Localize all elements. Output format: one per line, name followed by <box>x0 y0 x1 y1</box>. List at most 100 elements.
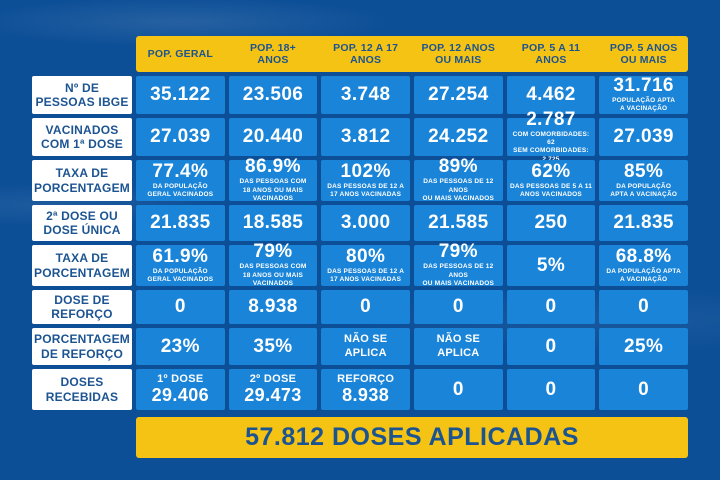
table-cell: 79% DAS PESSOAS COM 18 ANOS OU MAIS VACIN… <box>228 241 318 288</box>
cell-value: 21.835 <box>150 212 211 234</box>
cell-value: 3.748 <box>340 84 391 106</box>
cell-note: DAS PESSOAS DE 12 ANOS OU MAIS VACINADOS <box>422 263 495 288</box>
cell-value: 77.4% <box>152 160 209 182</box>
cell-value: 4.462 <box>526 84 576 106</box>
column-header: POP. 18+ ANOS <box>249 41 297 66</box>
cell-value: 35% <box>253 335 293 357</box>
cell-note: DAS PESSOAS COM 18 ANOS OU MAIS VACINADO… <box>239 178 307 203</box>
table-cell: 0 <box>599 290 688 324</box>
table-cell: 27.039 <box>599 118 688 156</box>
table-cell: 3.812 <box>321 118 410 156</box>
table-cell: 0 <box>413 290 503 324</box>
column-header: POP. 5 ANOS OU MAIS <box>609 41 678 66</box>
row-label: TAXA DE PORCENTAGEM <box>32 245 132 286</box>
table-cell: 89% DAS PESSOAS DE 12 ANOS OU MAIS VACINA… <box>413 157 503 203</box>
table-cell: 0 <box>506 290 596 324</box>
cell-note: DAS PESSOAS COM 18 ANOS OU MAIS VACINADO… <box>239 263 307 288</box>
table-cell: 0 <box>136 290 225 324</box>
cell-value: 5% <box>536 254 566 276</box>
cell-value: 250 <box>534 212 568 234</box>
table-cell: 27.039 <box>136 118 225 156</box>
table-cell: 85% DA POPULAÇÃO APTA A VACINAÇÃO <box>599 160 688 201</box>
table-cell: 31.716 POPULAÇÃO APTA A VACINAÇÃO <box>599 76 688 114</box>
table-cell: 79% DAS PESSOAS DE 12 ANOS OU MAIS VACINA… <box>413 241 503 288</box>
table-cell: 86.9% DAS PESSOAS COM 18 ANOS OU MAIS VAC… <box>228 157 318 203</box>
cell-note: DA POPULAÇÃO APTA A VACINAÇÃO <box>606 267 681 283</box>
row-label: Nº DE PESSOAS IBGE <box>32 76 132 114</box>
table-cell: 62% DAS PESSOAS DE 5 A 11 ANOS VACINADOS <box>506 160 596 201</box>
cell-note: DA POPULAÇÃO APTA A VACINAÇÃO <box>610 182 678 198</box>
cell-value: 0 <box>545 378 557 400</box>
cell-value: 79% <box>438 241 478 263</box>
row-label: PORCENTAGEM DE REFORÇO <box>32 328 132 365</box>
table-cell: 3.000 <box>321 205 410 241</box>
cell-top-label: REFORÇO <box>337 373 395 386</box>
column-header: POP. GERAL <box>147 47 214 60</box>
table-cell: 0 <box>506 369 596 410</box>
cell-value: 23.506 <box>242 84 304 106</box>
table-cell: 35% <box>228 328 318 365</box>
cell-value: 27.254 <box>428 84 489 106</box>
cell-value: 0 <box>452 378 464 400</box>
table-cell: 0 <box>506 328 596 365</box>
table-cell: 18.585 <box>228 205 318 241</box>
cell-top-label: 2º DOSE <box>249 373 297 386</box>
column-header: POP. 12 A 17 ANOS <box>333 41 399 66</box>
cell-value: 25% <box>624 335 664 357</box>
cell-value: 8.938 <box>248 296 298 318</box>
cell-value: 29.406 <box>151 384 210 405</box>
cell-value: 31.716 <box>613 75 674 97</box>
cell-value: 24.252 <box>428 126 489 148</box>
cell-value: 85% <box>624 160 664 182</box>
cell-value: 20.440 <box>242 126 304 148</box>
row-label: TAXA DE PORCENTAGEM <box>32 160 132 201</box>
cell-note: DAS PESSOAS DE 12 ANOS OU MAIS VACINADOS <box>422 178 495 203</box>
table-cell: 27.254 <box>413 76 503 114</box>
total-doses-label: 57.812 DOSES APLICADAS <box>245 423 579 451</box>
table-cell: 23% <box>136 328 225 365</box>
table-cell: 5% <box>506 245 596 286</box>
table-cell: NÃO SE APLICA <box>413 328 503 365</box>
table-cell: 23.506 <box>228 76 318 114</box>
cell-value: 62% <box>531 160 571 182</box>
cell-note: DAS PESSOAS DE 12 A 17 ANOS VACINADAS <box>327 267 405 283</box>
table-cell: 61.9% DA POPULAÇÃO GERAL VACINADOS <box>136 245 225 286</box>
table-cell: 24.252 <box>413 118 503 156</box>
column-header-row: POP. GERAL POP. 18+ ANOS POP. 12 A 17 ANOS… <box>136 36 688 72</box>
cell-value: 0 <box>638 296 650 318</box>
row-label: VACINADOS COM 1ª DOSE <box>32 118 132 156</box>
cell-value: 79% <box>253 241 293 263</box>
cell-note: DA POPULAÇÃO GERAL VACINADOS <box>147 267 214 283</box>
cell-value: 61.9% <box>152 245 209 267</box>
cell-value: 21.835 <box>613 212 674 234</box>
table-cell: REFORÇO 8.938 <box>321 369 410 410</box>
cell-value: NÃO SE APLICA <box>436 333 480 359</box>
cell-value: 29.473 <box>244 384 302 405</box>
cell-top-label: 1º DOSE <box>157 373 204 386</box>
table-cell: 80% DAS PESSOAS DE 12 A 17 ANOS VACINADAS <box>321 245 410 286</box>
cell-value: 0 <box>174 296 186 318</box>
cell-value: 80% <box>346 245 386 267</box>
cell-value: 18.585 <box>242 212 304 234</box>
cell-value: 23% <box>160 335 200 357</box>
table-cell: 77.4% DA POPULAÇÃO GERAL VACINADOS <box>136 160 225 201</box>
table-cell: 0 <box>321 290 410 324</box>
table-cell: 1º DOSE 29.406 <box>136 369 225 410</box>
cell-value: 0 <box>452 296 464 318</box>
cell-note: POPULAÇÃO APTA A VACINAÇÃO <box>612 97 676 113</box>
table-cell: 0 <box>599 369 688 410</box>
table-cell: 21.585 <box>413 205 503 241</box>
cell-value: 68.8% <box>615 245 672 267</box>
cell-note: COM COMORBIDADES: 62 SEM COMORBIDADES: 2… <box>512 130 590 163</box>
cell-note: DAS PESSOAS DE 12 A 17 ANOS VACINADAS <box>327 182 405 198</box>
table-cell: 8.938 <box>228 290 318 324</box>
table-cell: 3.748 <box>321 76 410 114</box>
cell-value: 0 <box>360 296 372 318</box>
table-cell: 21.835 <box>136 205 225 241</box>
cell-value: 2.787 <box>526 108 576 130</box>
row-label: 2ª DOSE OU DOSE ÚNICA <box>32 205 132 241</box>
cell-value: 27.039 <box>150 126 211 148</box>
cell-value: 3.812 <box>340 126 391 148</box>
cell-value: 102% <box>340 160 391 182</box>
